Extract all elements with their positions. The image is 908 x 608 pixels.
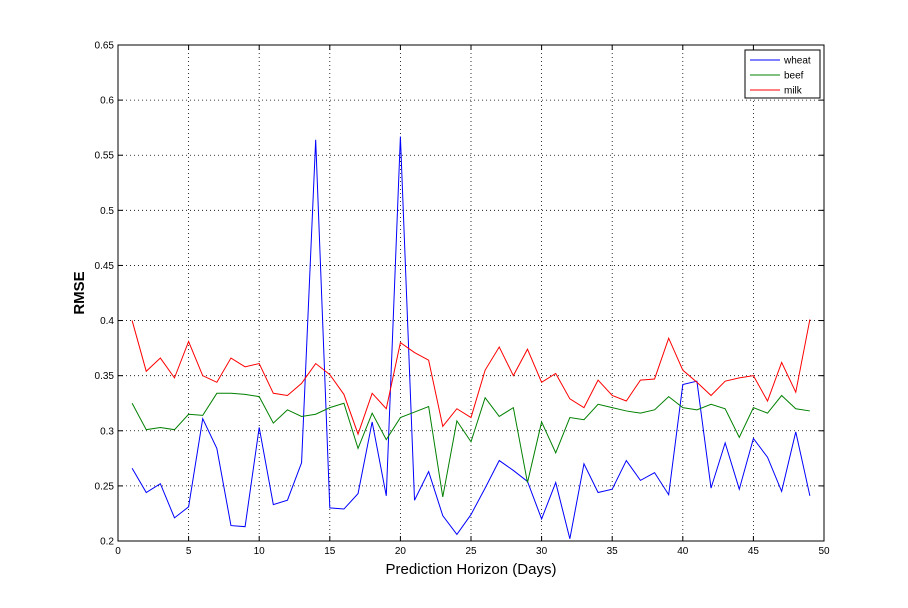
y-tick-label: 0.4	[100, 316, 114, 327]
series-lines	[131, 136, 811, 539]
legend-label-wheat: wheat	[783, 56, 811, 67]
y-tick-label: 0.35	[95, 371, 115, 382]
x-tick-label: 40	[677, 546, 689, 557]
y-axis-label: RMSE	[71, 271, 88, 314]
y-tick-label: 0.5	[100, 206, 114, 217]
x-axis-label: Prediction Horizon (Days)	[386, 561, 557, 578]
y-tick-label: 0.45	[95, 261, 115, 272]
x-tick-label: 30	[536, 546, 548, 557]
x-tick-label: 5	[186, 546, 192, 557]
axis-ticks: 0 5 10 15 20 25 30 35 40 45 50 0.2 0.25 0.3 0.35 0.4 0.4…	[95, 41, 830, 558]
x-tick-label: 0	[115, 546, 121, 557]
x-tick-label: 20	[395, 546, 407, 557]
x-tick-label: 45	[748, 546, 760, 557]
legend-label-milk: milk	[784, 86, 803, 97]
x-tick-label: 35	[607, 546, 619, 557]
y-tick-label: 0.6	[100, 96, 114, 107]
legend-label-beef: beef	[784, 71, 804, 82]
x-tick-label: 10	[254, 546, 266, 557]
y-tick-label: 0.3	[100, 426, 114, 437]
y-tick-label: 0.65	[95, 41, 115, 52]
x-tick-label: 50	[818, 546, 830, 557]
x-tick-label: 25	[465, 546, 477, 557]
y-tick-label: 0.2	[100, 537, 114, 548]
grid	[118, 45, 824, 541]
legend: wheat beef milk	[744, 49, 821, 99]
y-tick-label: 0.25	[95, 481, 115, 492]
y-tick-label: 0.55	[95, 151, 115, 162]
x-tick-label: 15	[324, 546, 336, 557]
